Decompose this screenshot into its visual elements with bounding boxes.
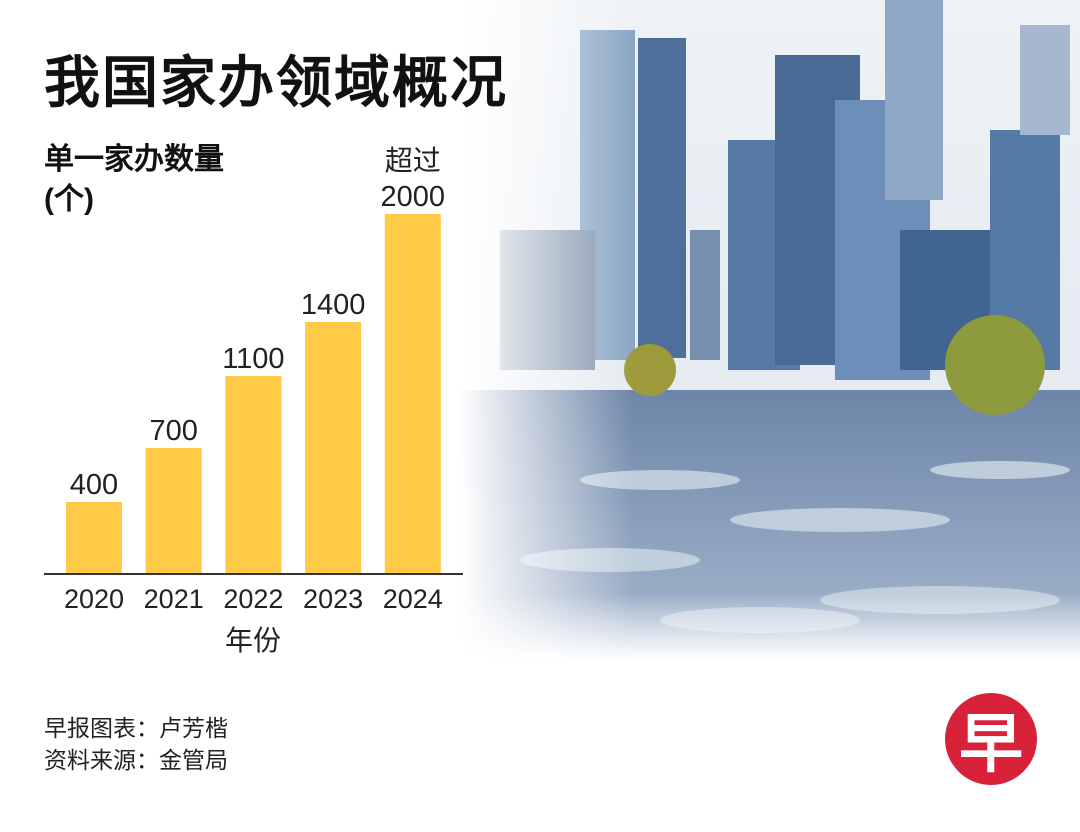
- data-label-2024: 2000: [381, 181, 446, 213]
- x-tick-2023: 2023: [303, 584, 363, 614]
- x-tick-2020: 2020: [64, 584, 124, 614]
- logo-glyph: 早: [959, 708, 1023, 780]
- data-source: 资料来源：金管局: [44, 747, 228, 773]
- x-tick-2021: 2021: [144, 584, 204, 614]
- chart-title: 我国家办领域概况: [44, 51, 508, 114]
- x-tick-2022: 2022: [223, 584, 283, 614]
- zaobao-logo: 早: [945, 693, 1037, 785]
- bar-2023: [305, 322, 362, 574]
- data-label-2021: 700: [150, 415, 198, 447]
- x-tick-2024: 2024: [383, 584, 443, 614]
- bar-annotation: 超过: [385, 145, 441, 176]
- y-axis-label: 单一家办数量 (个): [44, 140, 224, 220]
- x-axis-label: 年份: [225, 625, 281, 656]
- data-label-2020: 400: [70, 469, 118, 501]
- bar-2022: [225, 376, 282, 574]
- city-skyline-photo: [460, 0, 1080, 660]
- bar-2024: [384, 214, 441, 574]
- y-axis-label-text: 单一家办数量: [44, 143, 224, 176]
- y-axis-unit: (个): [44, 183, 94, 216]
- chart-credit: 早报图表：卢芳楷: [44, 715, 228, 741]
- footer: 早报图表：卢芳楷 资料来源：金管局: [44, 712, 228, 776]
- data-label-2022: 1100: [222, 343, 284, 375]
- bar-2021: [145, 448, 202, 574]
- data-label-2023: 1400: [301, 289, 366, 321]
- bar-2020: [66, 502, 122, 574]
